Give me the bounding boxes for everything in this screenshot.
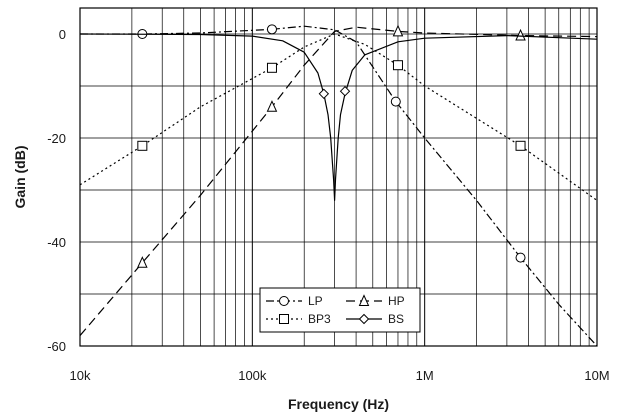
y-tick-label: 0 (59, 27, 66, 42)
legend-label-bs: BS (388, 312, 404, 326)
series-line-bp3 (80, 33, 597, 201)
legend-label-hp: HP (388, 294, 405, 308)
y-axis-label: Gain (dB) (12, 146, 28, 209)
x-tick-label: 100k (238, 368, 267, 383)
data-point-lp (515, 252, 526, 263)
data-point-bp3 (137, 140, 148, 151)
legend-marker-bp3 (279, 314, 289, 324)
x-tick-label: 10M (584, 368, 609, 383)
legend-marker-bs (358, 313, 370, 325)
data-point-bp3 (392, 60, 403, 71)
x-tick-label: 1M (416, 368, 434, 383)
data-point-bs (318, 88, 330, 100)
series-line-hp (80, 26, 597, 336)
legend-label-lp: LP (308, 294, 323, 308)
data-point-hp (392, 24, 404, 37)
data-point-hp (137, 256, 148, 268)
data-point-lp (266, 24, 277, 35)
data-point-hp (266, 100, 278, 112)
data-point-bs (339, 85, 351, 97)
tick-labels: 10k 100k 1M 10M 0 -20 -40 -60 (47, 27, 609, 383)
y-tick-label: -60 (47, 339, 66, 354)
legend: LP HP BP3 BS (259, 287, 421, 333)
legend-box (259, 287, 421, 333)
series-line-bs (80, 33, 597, 201)
data-point-hp (515, 28, 526, 41)
data-point-bp3 (515, 140, 526, 151)
legend-label-bp3: BP3 (308, 312, 331, 326)
x-axis-label: Frequency (Hz) (288, 396, 389, 412)
y-tick-label: -40 (47, 235, 66, 250)
data-point-bp3 (266, 62, 277, 73)
y-tick-label: -20 (47, 131, 66, 146)
legend-marker-lp (279, 296, 289, 306)
x-tick-label: 10k (70, 368, 91, 383)
plot-frame (79, 7, 598, 347)
data-point-lp (390, 96, 401, 107)
curves (80, 24, 597, 346)
legend-marker-hp (358, 294, 370, 306)
